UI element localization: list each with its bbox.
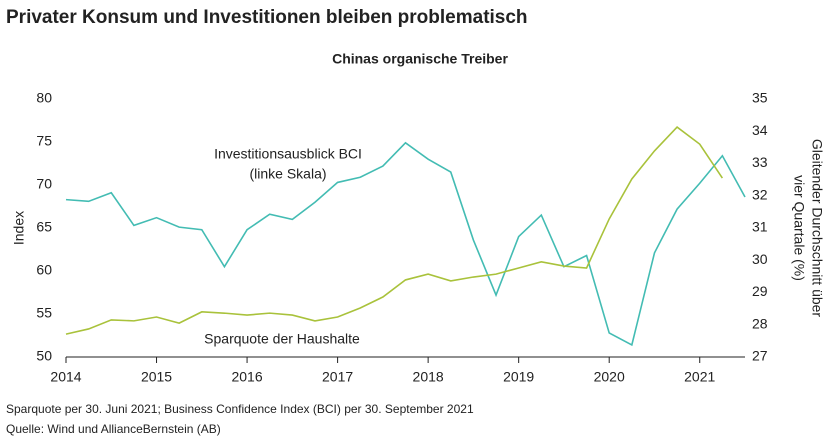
chart-subtitle: Chinas organische Treiber xyxy=(332,51,508,67)
x-tick-label: 2014 xyxy=(50,369,81,385)
y-tick-label: 70 xyxy=(36,176,52,192)
y-tick-label: 60 xyxy=(36,262,52,278)
x-tick-label: 2019 xyxy=(503,369,534,385)
y2-tick-label: 34 xyxy=(752,122,768,138)
y-axis-label: Index xyxy=(11,211,27,245)
y-tick-label: 75 xyxy=(36,133,52,149)
y2-tick-label: 28 xyxy=(752,315,768,331)
x-tick-label: 2015 xyxy=(141,369,172,385)
x-tick-label: 2021 xyxy=(684,369,715,385)
y-tick-label: 80 xyxy=(36,90,52,106)
y2-tick-label: 29 xyxy=(752,283,768,299)
y2-tick-label: 31 xyxy=(752,219,768,235)
x-tick-label: 2020 xyxy=(594,369,625,385)
series-line xyxy=(65,141,746,347)
x-tick-label: 2016 xyxy=(231,369,262,385)
y-tick-label: 65 xyxy=(36,219,52,235)
y2-axis-label: Gleitender Durchschnitt über xyxy=(809,139,825,318)
chart-title: Privater Konsum und Investitionen bleibe… xyxy=(6,7,528,28)
y-tick-label: 55 xyxy=(36,305,52,321)
y2-tick-label: 30 xyxy=(752,251,768,267)
footnote: Sparquote per 30. Juni 2021; Business Co… xyxy=(6,402,474,416)
footnote: Quelle: Wind und AllianceBernstein (AB) xyxy=(6,422,221,436)
x-tick-label: 2017 xyxy=(322,369,353,385)
annotation: (linke Skala) xyxy=(249,166,326,182)
y-tick-label: 50 xyxy=(36,348,52,364)
y2-tick-label: 27 xyxy=(752,348,768,364)
x-tick-label: 2018 xyxy=(413,369,444,385)
y2-tick-label: 32 xyxy=(752,186,768,202)
y2-axis-label: vier Quartale (%) xyxy=(791,175,807,281)
series-line xyxy=(65,125,724,335)
y2-tick-label: 35 xyxy=(752,90,768,106)
annotation: Investitionsausblick BCI xyxy=(214,146,362,162)
y2-tick-label: 33 xyxy=(752,154,768,170)
annotation: Sparquote der Haushalte xyxy=(204,331,360,347)
